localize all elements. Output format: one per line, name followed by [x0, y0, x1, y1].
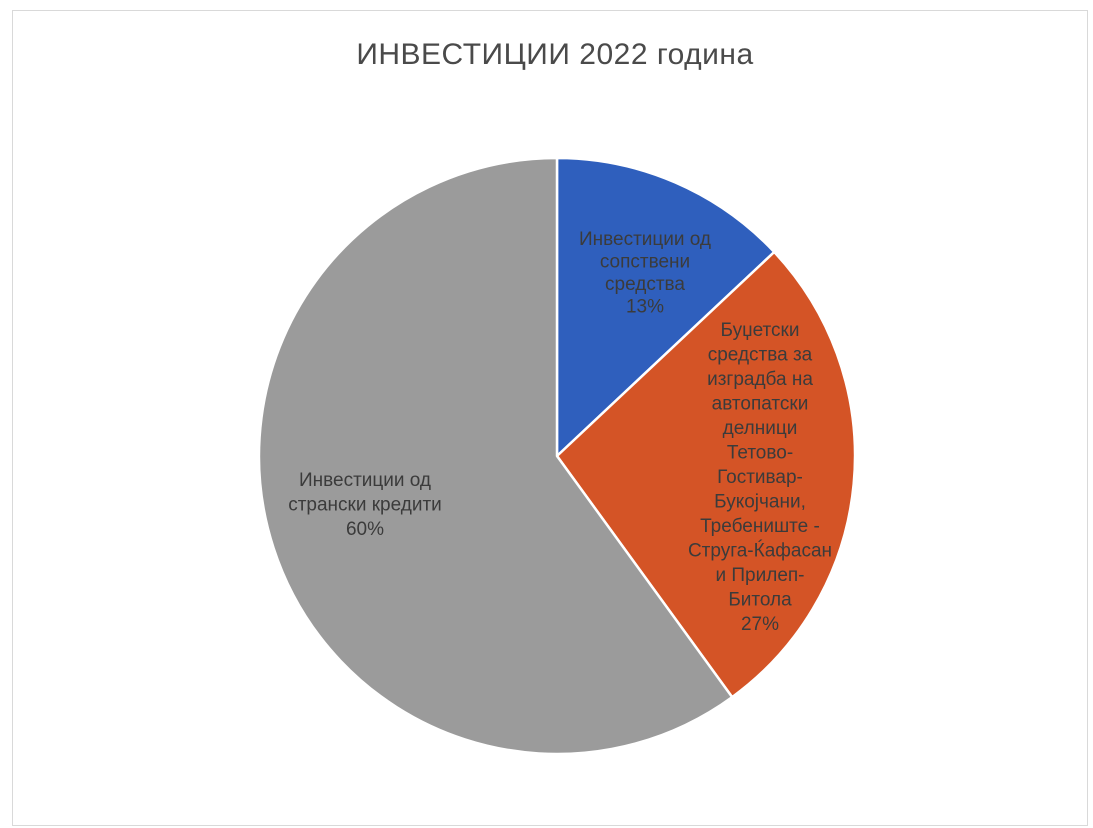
slice-label-line: Инвестиции од: [299, 470, 431, 491]
slice-label-line: и Прилеп-: [716, 565, 805, 586]
chart-title: ИНВЕСТИЦИИ 2022 година: [356, 38, 754, 71]
slice-label-1: Инвестиции од сопствени средства 13%: [579, 229, 711, 318]
slice-label-line: Битола: [728, 590, 792, 611]
slice-label-line: сопствени: [600, 252, 690, 273]
slice-label-line: странски кредити: [288, 495, 442, 516]
slice-label-line: автопатски: [712, 394, 809, 415]
slice-label-line: Тетово-: [727, 443, 793, 464]
pie-slice-1: [555, 156, 776, 458]
pie-labels: Инвестиции од сопствени средства 13%Буџетск…: [288, 229, 832, 635]
slice-value-label: 60%: [346, 519, 384, 540]
slice-label-2: Буџетски средства за изградба на автопатски…: [688, 320, 832, 635]
slice-label-line: средства: [605, 274, 685, 295]
slice-value-label: 27%: [741, 614, 779, 635]
slice-label-line: Гостивар-: [717, 467, 803, 488]
slice-label-line: Букојчани,: [714, 492, 806, 513]
slice-label-line: делници: [723, 418, 798, 439]
slice-label-line: Буџетски: [721, 320, 800, 341]
pie-slice-3: [257, 156, 734, 756]
slice-label-line: Струга-Ќафасан: [688, 541, 832, 562]
pie-slices: [257, 156, 857, 756]
pie-slice-2: [555, 250, 857, 699]
slice-label-line: Требениште -: [700, 516, 820, 537]
slice-label-line: Инвестиции од: [579, 229, 711, 250]
slice-value-label: 13%: [626, 297, 664, 318]
slice-label-line: изградба на: [707, 369, 813, 390]
slice-label-3: Инвестиции од странски кредити 60%: [288, 470, 442, 540]
slice-label-line: средства за: [708, 345, 813, 366]
